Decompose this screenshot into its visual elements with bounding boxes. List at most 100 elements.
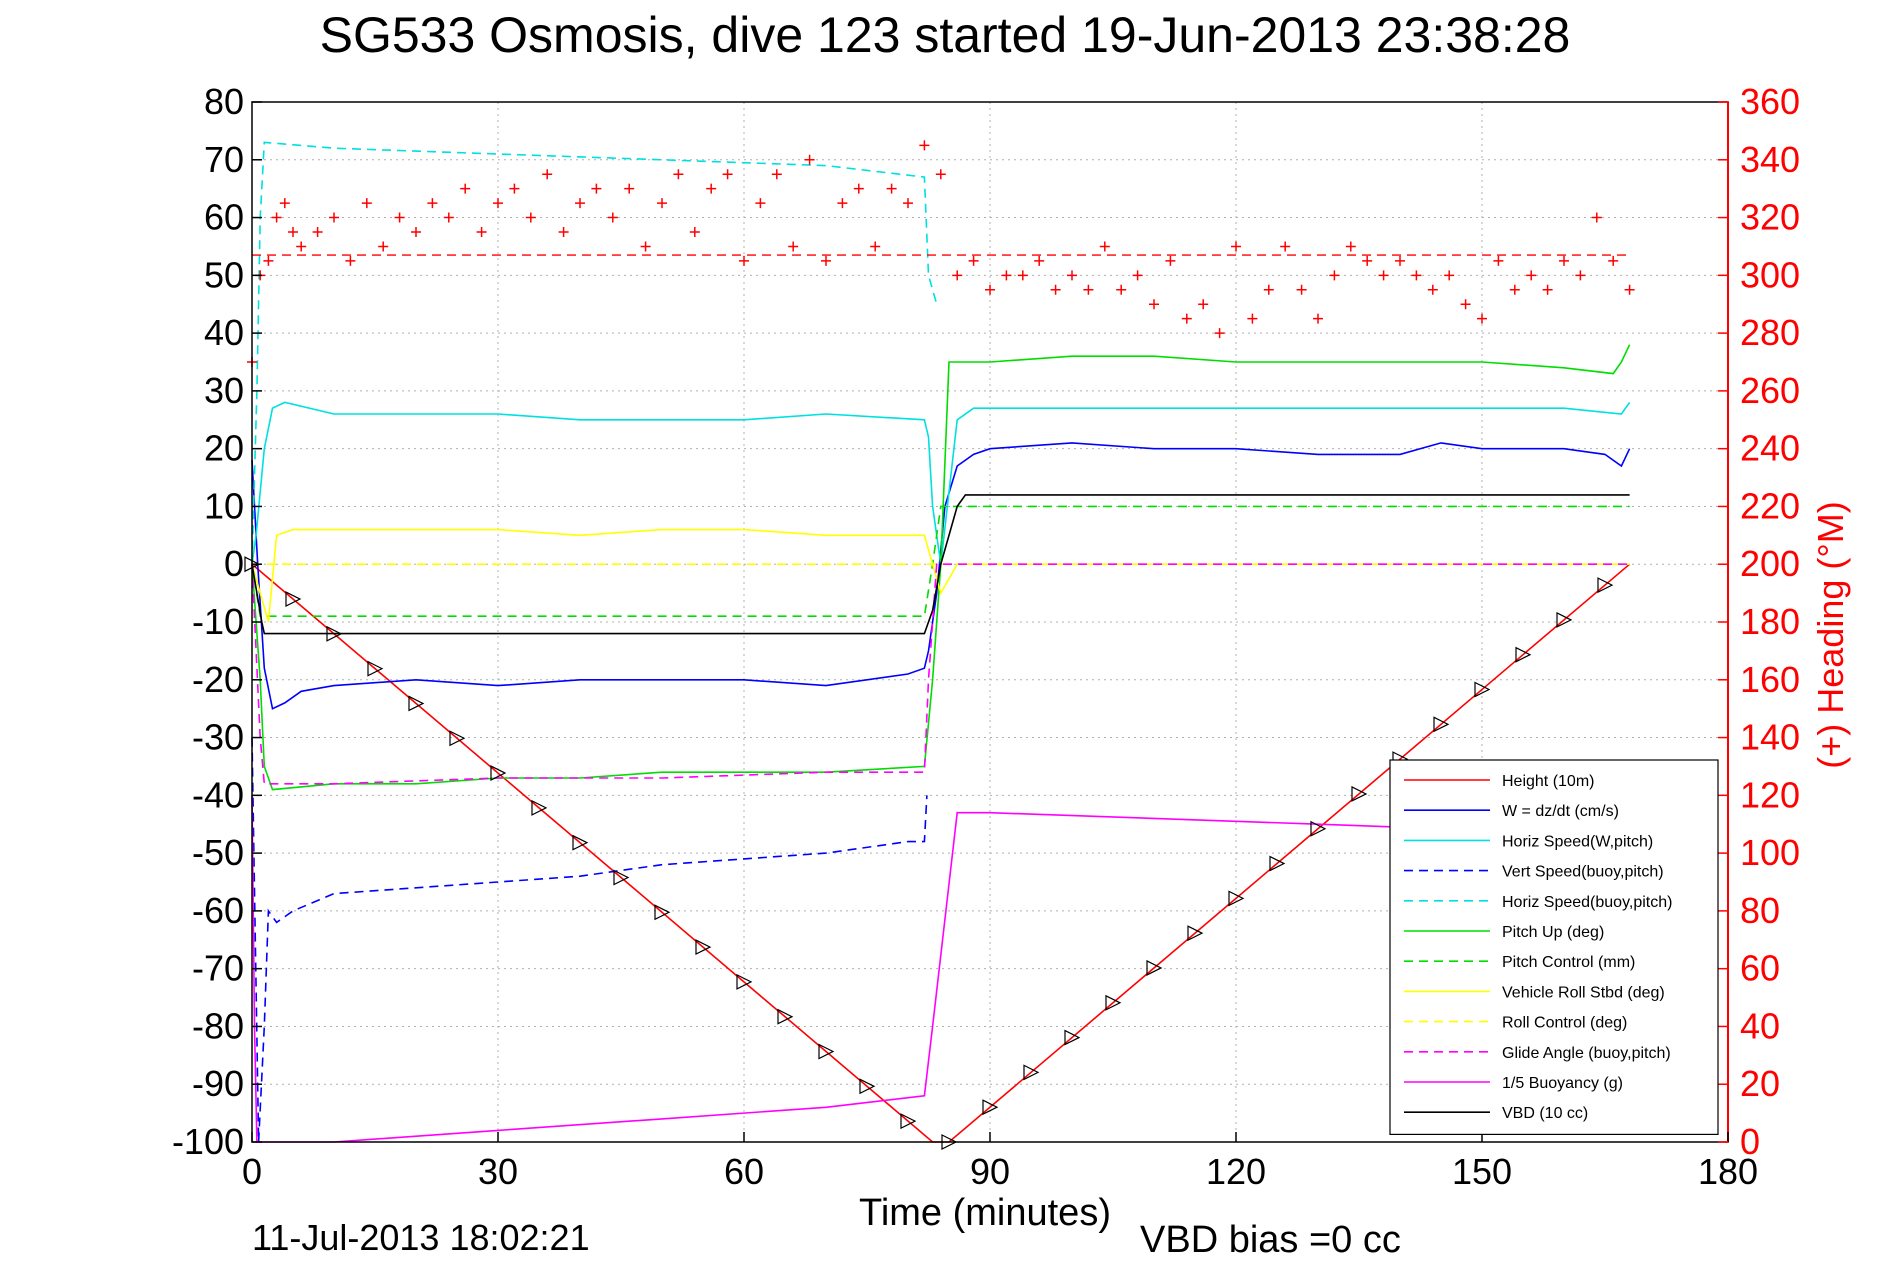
heading-point [952, 270, 963, 281]
y-tick-label: -10 [192, 601, 244, 642]
chart-title: SG533 Osmosis, dive 123 started 19-Jun-2… [320, 7, 1571, 63]
x-tick-label: 30 [478, 1151, 518, 1192]
heading-point [1116, 284, 1127, 295]
heading-point [1591, 212, 1602, 223]
heading-point [296, 241, 307, 252]
y-tick-label: -80 [192, 1005, 244, 1046]
heading-point [1017, 270, 1028, 281]
height-marker [654, 904, 671, 921]
heading-point [1493, 255, 1504, 266]
y2-tick-label: 240 [1740, 428, 1800, 469]
heading-point [788, 241, 799, 252]
y2-tick-label: 80 [1740, 890, 1780, 931]
heading-point [1050, 284, 1061, 295]
heading-point [1329, 270, 1340, 281]
heading-point [624, 183, 635, 194]
legend: Height (10m) W = dz/dt (cm/s) Horiz Speed(… [1389, 759, 1719, 1135]
heading-point [460, 183, 471, 194]
heading-point [689, 227, 700, 237]
height-marker [777, 1008, 794, 1025]
heading-point [1542, 284, 1553, 295]
y-tick-label: 0 [224, 543, 244, 584]
legend-label: Vert Speed(buoy,pitch) [1502, 864, 1664, 881]
x-tick-label: 60 [724, 1151, 764, 1192]
y2-tick-label: 300 [1740, 254, 1800, 295]
height-marker [1515, 646, 1532, 663]
series-layer [244, 140, 1635, 1150]
heading-point [263, 255, 274, 266]
heading-point [525, 212, 536, 223]
heading-point [968, 255, 979, 266]
heading-point [591, 183, 602, 194]
heading-point [1608, 255, 1619, 266]
height-marker [285, 591, 302, 607]
heading-point [821, 255, 831, 266]
series-line-1 [251, 442, 1631, 710]
heading-point [411, 227, 421, 237]
heading-point [1231, 241, 1241, 252]
heading-point [1083, 284, 1094, 295]
heading-point [673, 169, 684, 180]
legend-box [1389, 759, 1719, 1135]
heading-point [607, 212, 618, 223]
heading-point [1247, 313, 1258, 324]
height-marker [531, 799, 548, 816]
height-marker [1269, 855, 1286, 872]
heading-point [657, 198, 667, 209]
y-tick-label: 60 [204, 197, 244, 238]
heading-point [1411, 270, 1422, 281]
height-marker [326, 625, 343, 642]
height-marker [1187, 925, 1204, 942]
x-tick-label: 180 [1698, 1151, 1758, 1192]
height-marker [1556, 611, 1573, 628]
heading-point [1477, 313, 1487, 324]
y-tick-label: -20 [192, 659, 244, 700]
series-line-9 [251, 563, 1630, 785]
legend-label: Pitch Control (mm) [1502, 954, 1635, 971]
heading-point [739, 255, 749, 266]
y2-tick-label: 320 [1740, 197, 1800, 238]
heading-point [722, 169, 733, 180]
y-tick-label: -40 [192, 774, 244, 815]
y-tick-label: -70 [192, 948, 244, 989]
height-marker [613, 869, 630, 886]
y2-tick-label: 140 [1740, 717, 1800, 758]
heading-point [870, 241, 881, 252]
y-tick-label: 70 [204, 139, 244, 180]
heading-point [804, 154, 815, 165]
height-marker [572, 834, 589, 851]
heading-point [1132, 270, 1143, 281]
heading-point [771, 169, 782, 180]
heading-point [1345, 241, 1356, 252]
series-line-3 [251, 737, 928, 1143]
heading-point [1001, 270, 1012, 281]
legend-label: Glide Angle (buoy,pitch) [1502, 1045, 1671, 1062]
height-marker [1597, 577, 1614, 594]
y2-tick-label: 120 [1740, 774, 1800, 815]
height-marker [1023, 1064, 1040, 1081]
height-marker [818, 1043, 835, 1060]
heading-point [1509, 284, 1520, 295]
height-marker [408, 695, 425, 712]
heading-point [1313, 313, 1323, 324]
heading-point [345, 255, 356, 266]
heading-point [427, 198, 438, 209]
y-tick-label: -90 [192, 1063, 244, 1104]
heading-point [1624, 284, 1635, 295]
height-marker [695, 939, 712, 956]
heading-point [1362, 255, 1373, 266]
heading-point [1444, 270, 1455, 281]
heading-point [1559, 255, 1569, 266]
legend-label: Roll Control (deg) [1502, 1015, 1627, 1032]
heading-point [886, 183, 897, 194]
height-marker [1310, 820, 1327, 837]
y2-tick-label: 280 [1740, 312, 1800, 353]
heading-point [853, 183, 864, 194]
heading-point [542, 169, 553, 180]
x-tick-label: 150 [1452, 1151, 1512, 1192]
heading-point [640, 241, 651, 252]
heading-point [271, 212, 282, 223]
y-tick-label: 30 [204, 370, 244, 411]
heading-point [1034, 255, 1045, 266]
